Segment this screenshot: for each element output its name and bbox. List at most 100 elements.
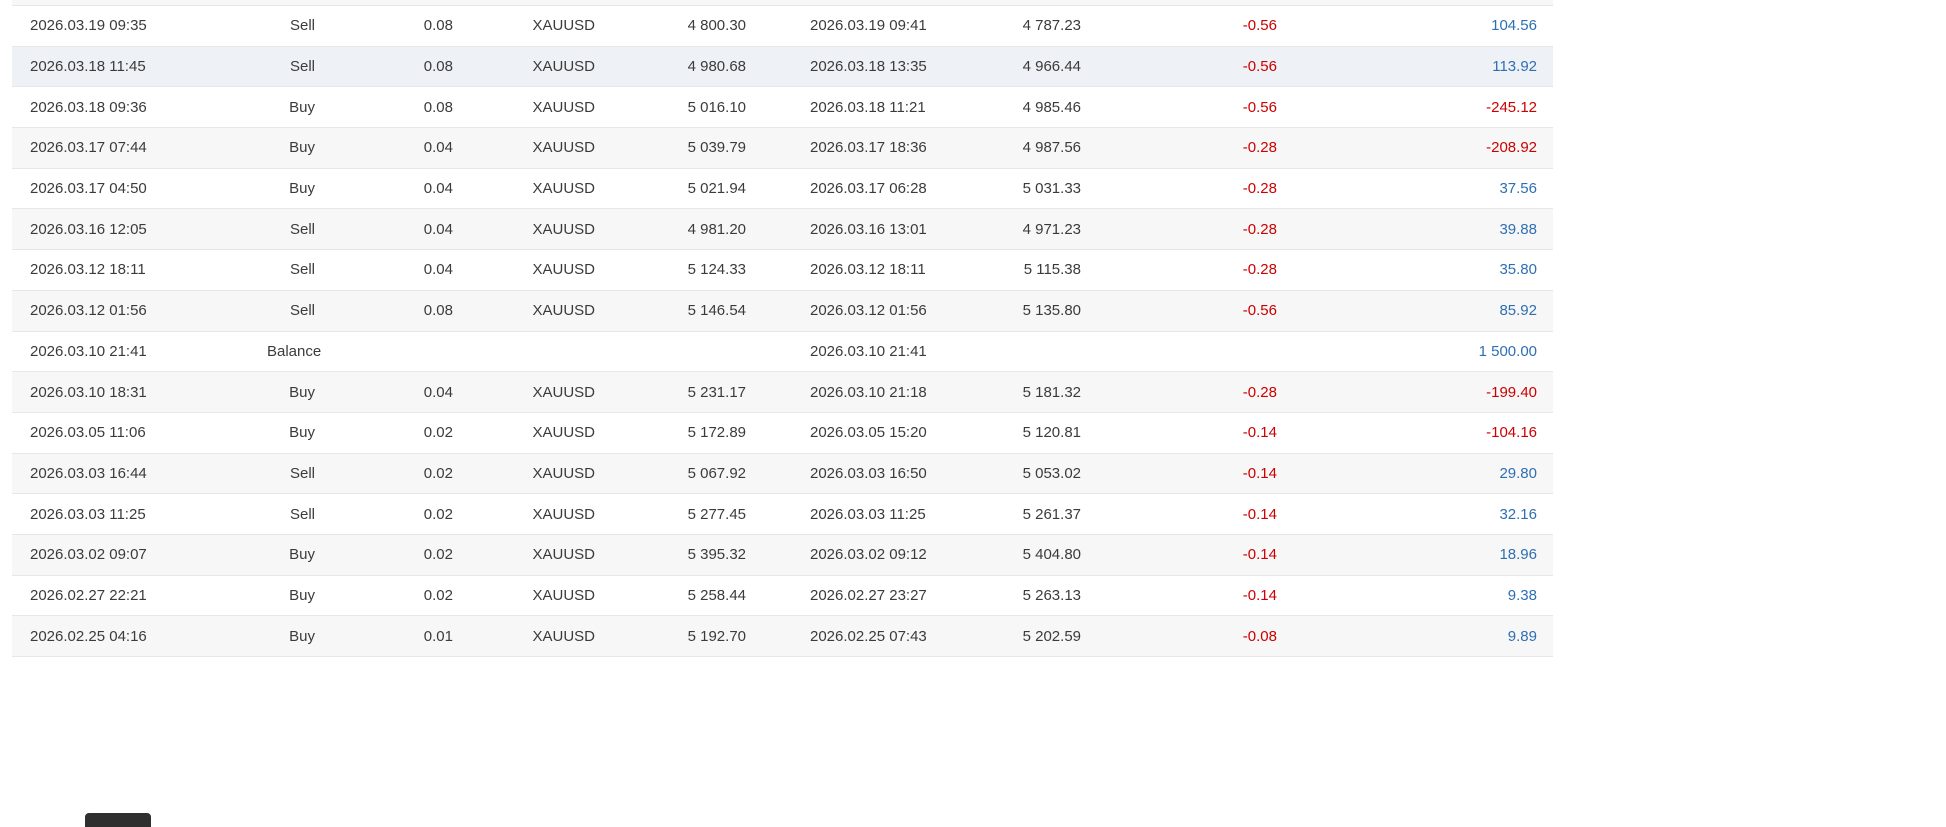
volume-cell: 0.02 (423, 586, 453, 604)
symbol-cell: XAUUSD (532, 220, 595, 238)
volume-cell: 0.08 (423, 58, 453, 76)
symbol-cell: XAUUSD (532, 505, 595, 523)
type-cell: Buy (289, 424, 315, 442)
commission-cell: -0.28 (1242, 180, 1277, 198)
close-price-cell: 5 404.80 (1022, 546, 1081, 564)
close-price-cell: 5 181.32 (1022, 383, 1081, 401)
open-time-cell: 2026.03.18 11:45 (30, 58, 146, 76)
volume-cell: 0.04 (423, 220, 453, 238)
type-cell: Sell (289, 505, 315, 523)
table-row[interactable]: 2026.02.25 04:16 Buy 0.01 XAUUSD 5 192.7… (12, 616, 1553, 657)
volume-cell: 0.08 (423, 98, 453, 116)
profit-cell: 35.80 (1499, 261, 1537, 279)
table-row[interactable]: 2026.03.17 04:50 Buy 0.04 XAUUSD 5 021.9… (12, 168, 1553, 210)
symbol-cell: XAUUSD (532, 302, 595, 320)
table-row[interactable]: 2026.03.05 11:06 Buy 0.02 XAUUSD 5 172.8… (12, 412, 1553, 454)
open-time-cell: 2026.02.27 22:21 (30, 586, 147, 604)
commission-cell: -0.14 (1242, 505, 1277, 523)
table-row[interactable]: 2026.03.19 09:35 Sell 0.08 XAUUSD 4 800.… (12, 6, 1553, 47)
commission-cell: -0.28 (1242, 383, 1277, 401)
open-time-cell: 2026.03.17 07:44 (30, 139, 147, 157)
profit-cell: -208.92 (1486, 139, 1537, 157)
open-price-cell: 5 277.45 (687, 505, 746, 523)
profit-cell: 37.56 (1499, 180, 1537, 198)
table-row[interactable]: 2026.03.18 11:45 Sell 0.08 XAUUSD 4 980.… (12, 46, 1553, 88)
close-price-cell: 4 971.23 (1022, 220, 1081, 238)
open-price-cell: 4 800.30 (687, 17, 746, 35)
table-row[interactable]: 2026.03.18 09:36 Buy 0.08 XAUUSD 5 016.1… (12, 87, 1553, 129)
close-time-cell: 2026.03.03 16:50 (810, 464, 927, 482)
close-time-cell: 2026.02.27 23:27 (810, 586, 927, 604)
open-time-cell: 2026.03.16 12:05 (30, 220, 147, 238)
type-cell: Buy (289, 546, 315, 564)
volume-cell: 0.04 (423, 180, 453, 198)
profit-cell: 113.92 (1492, 58, 1537, 76)
close-time-cell: 2026.03.05 15:20 (810, 424, 927, 442)
profit-cell: 32.16 (1499, 505, 1537, 523)
table-row[interactable]: 2026.03.12 18:11 Sell 0.04 XAUUSD 5 124.… (12, 250, 1553, 291)
open-price-cell: 5 016.10 (687, 98, 746, 116)
symbol-cell: XAUUSD (532, 383, 595, 401)
open-price-cell: 5 172.89 (687, 424, 746, 442)
commission-cell: -0.28 (1242, 139, 1277, 157)
open-time-cell: 2026.03.12 01:56 (30, 302, 147, 320)
volume-cell: 0.08 (423, 17, 453, 35)
close-time-cell: 2026.03.10 21:41 (810, 342, 927, 360)
volume-cell: 0.01 (423, 627, 453, 645)
symbol-cell: XAUUSD (532, 546, 595, 564)
open-price-cell: 5 146.54 (687, 302, 746, 320)
open-price-cell: 4 980.68 (687, 58, 746, 76)
type-cell: Balance (267, 342, 322, 360)
close-price-cell: 4 787.23 (1022, 17, 1081, 35)
symbol-cell: XAUUSD (532, 261, 595, 279)
symbol-cell: XAUUSD (532, 98, 595, 116)
close-price-cell: 5 202.59 (1022, 627, 1081, 645)
commission-cell: -0.08 (1242, 627, 1277, 645)
symbol-cell: XAUUSD (532, 586, 595, 604)
profit-cell: 9.89 (1507, 627, 1537, 645)
commission-cell: -0.14 (1242, 464, 1277, 482)
table-row[interactable]: 2026.03.12 01:56 Sell 0.08 XAUUSD 5 146.… (12, 290, 1553, 332)
commission-cell: -0.56 (1242, 17, 1277, 35)
close-time-cell: 2026.03.12 18:11 (810, 261, 926, 279)
symbol-cell: XAUUSD (532, 424, 595, 442)
open-time-cell: 2026.02.25 04:16 (30, 627, 147, 645)
table-row[interactable]: 2026.03.17 07:44 Buy 0.04 XAUUSD 5 039.7… (12, 128, 1553, 169)
open-time-cell: 2026.03.05 11:06 (30, 424, 146, 442)
table-row[interactable]: 2026.03.02 09:07 Buy 0.02 XAUUSD 5 395.3… (12, 534, 1553, 576)
commission-cell: -0.14 (1242, 546, 1277, 564)
open-time-cell: 2026.03.12 18:11 (30, 261, 146, 279)
profit-cell: 29.80 (1499, 464, 1537, 482)
profit-cell: 85.92 (1499, 302, 1537, 320)
close-time-cell: 2026.03.19 09:41 (810, 17, 927, 35)
type-cell: Sell (289, 464, 315, 482)
table-row[interactable]: 2026.03.10 21:41 Balance 2026.03.10 21:4… (12, 331, 1553, 373)
open-time-cell: 2026.03.03 16:44 (30, 464, 147, 482)
close-time-cell: 2026.03.16 13:01 (810, 220, 927, 238)
table-row[interactable]: 2026.03.03 16:44 Sell 0.02 XAUUSD 5 067.… (12, 453, 1553, 495)
clipped-previous-row (12, 0, 1553, 6)
close-price-cell: 5 261.37 (1022, 505, 1081, 523)
close-price-cell: 4 985.46 (1022, 98, 1081, 116)
trade-history-table: 2026.03.19 09:35 Sell 0.08 XAUUSD 4 800.… (12, 0, 1553, 657)
close-price-cell: 5 263.13 (1022, 586, 1081, 604)
open-price-cell: 5 395.32 (687, 546, 746, 564)
profit-cell: 9.38 (1507, 586, 1537, 604)
profit-cell: -199.40 (1486, 383, 1537, 401)
profit-cell: -245.12 (1486, 98, 1537, 116)
symbol-cell: XAUUSD (532, 58, 595, 76)
close-time-cell: 2026.03.10 21:18 (810, 383, 927, 401)
table-row[interactable]: 2026.03.16 12:05 Sell 0.04 XAUUSD 4 981.… (12, 209, 1553, 251)
commission-cell: -0.28 (1242, 220, 1277, 238)
table-row[interactable]: 2026.03.10 18:31 Buy 0.04 XAUUSD 5 231.1… (12, 372, 1553, 413)
table-row[interactable]: 2026.03.03 11:25 Sell 0.02 XAUUSD 5 277.… (12, 494, 1553, 535)
profit-cell: -104.16 (1486, 424, 1537, 442)
close-time-cell: 2026.03.17 06:28 (810, 180, 927, 198)
open-price-cell: 5 258.44 (687, 586, 746, 604)
close-time-cell: 2026.03.03 11:25 (810, 505, 926, 523)
table-row[interactable]: 2026.02.27 22:21 Buy 0.02 XAUUSD 5 258.4… (12, 575, 1553, 617)
close-time-cell: 2026.03.02 09:12 (810, 546, 927, 564)
type-cell: Sell (289, 220, 315, 238)
profit-cell: 39.88 (1499, 220, 1537, 238)
close-price-cell: 4 987.56 (1022, 139, 1081, 157)
